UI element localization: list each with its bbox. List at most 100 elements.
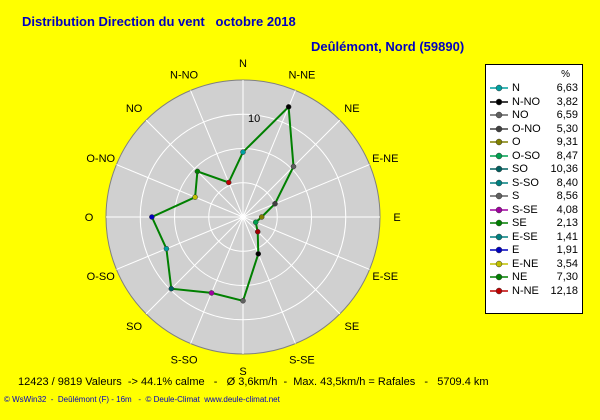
- legend-label: S-SO: [512, 176, 539, 189]
- legend-marker-icon: [490, 125, 508, 132]
- legend-value: 4,08: [556, 203, 578, 216]
- legend-value: 8,40: [556, 176, 578, 189]
- legend-marker-icon: [490, 192, 508, 200]
- legend-marker-icon: [490, 287, 508, 294]
- data-point-NE: [290, 163, 297, 170]
- legend-value: 9,31: [556, 136, 578, 148]
- legend-item: E-SE 1,41: [486, 231, 582, 244]
- legend-value: 1,41: [556, 230, 578, 243]
- legend-label: S-SE: [512, 203, 538, 216]
- legend-item: N 6,63: [486, 82, 582, 95]
- legend-marker-icon: [490, 111, 508, 119]
- data-point-E-NE: [272, 200, 278, 207]
- grid-spoke-N-NE: [242, 90, 296, 218]
- direction-label-E-NE: E-NE: [372, 153, 398, 165]
- legend-label: SO: [512, 163, 528, 175]
- data-point-O: [149, 214, 155, 220]
- legend-marker-icon: [490, 246, 508, 254]
- data-point-S-SE: [255, 251, 262, 257]
- direction-label-NE: NE: [344, 103, 359, 115]
- legend-marker-icon: [490, 179, 508, 186]
- grid-spoke-S-SO: [190, 216, 244, 344]
- legend-item: E-NE 3,54: [486, 258, 582, 271]
- stats-line: 12423 / 9819 Valeurs -> 44.1% calme - Ø …: [18, 376, 489, 388]
- legend-value: 6,59: [556, 109, 578, 121]
- legend-value: 8,56: [556, 190, 578, 202]
- data-point-N: [240, 149, 246, 155]
- radial-tick-label: 10: [248, 113, 260, 125]
- legend-marker-icon: [490, 138, 508, 146]
- direction-label-N-NE: N-NE: [288, 70, 315, 82]
- legend-item: SO 10,36: [486, 163, 582, 176]
- direction-label-S-SO: S-SO: [171, 354, 198, 366]
- legend-value: 3,54: [556, 257, 578, 270]
- data-point-O-SO: [163, 245, 170, 252]
- direction-label-O: O: [85, 212, 94, 224]
- legend-value: 6,63: [556, 82, 578, 94]
- direction-label-N: N: [239, 58, 247, 70]
- legend-label: NO: [512, 109, 529, 121]
- legend-label: O-NO: [512, 122, 541, 135]
- data-point-SE: [254, 228, 261, 235]
- data-point-NO: [194, 168, 201, 175]
- legend-label: N: [512, 82, 520, 94]
- legend-item: O 9,31: [486, 136, 582, 149]
- grid-spoke-SO: [145, 216, 244, 315]
- legend-value: 2,13: [556, 217, 578, 229]
- legend-marker-icon: [490, 219, 508, 227]
- legend-header: %: [561, 69, 570, 80]
- direction-label-E: E: [393, 212, 400, 224]
- legend-marker-icon: [490, 165, 508, 173]
- data-point-N-NO: [225, 179, 232, 186]
- legend-label: N-NE: [512, 284, 539, 297]
- direction-label-S-SE: S-SE: [289, 354, 315, 366]
- data-point-S: [240, 298, 246, 304]
- legend-marker-icon: [490, 206, 508, 213]
- direction-label-O-SO: O-SO: [87, 271, 116, 283]
- legend: % N 6,63 N-NO 3,82 NO 6,59 O-NO 5,30 O 9,31 O-SO 8,…: [485, 64, 583, 314]
- legend-label: N-NO: [512, 95, 541, 108]
- legend-item: N-NE 12,18: [486, 285, 582, 298]
- grid-spoke-NO: [145, 119, 244, 218]
- data-point-E: [258, 214, 265, 220]
- legend-label: E-SE: [512, 230, 538, 243]
- legend-label: E-NE: [512, 257, 539, 270]
- legend-value: 10,36: [550, 163, 578, 175]
- legend-label: NE: [512, 271, 528, 283]
- legend-label: O: [512, 136, 521, 148]
- legend-marker-icon: [490, 233, 508, 240]
- chart-title: Distribution Direction du vent octobre 2…: [22, 14, 296, 29]
- legend-item: SE 2,13: [486, 217, 582, 230]
- data-point-E-SE: [252, 219, 259, 226]
- grid-spoke-E-SE: [242, 216, 370, 270]
- direction-label-N-NO: N-NO: [170, 70, 199, 82]
- legend-value: 3,82: [556, 95, 578, 108]
- direction-label-E-SE: E-SE: [372, 271, 398, 283]
- direction-label-S: S: [239, 366, 246, 378]
- legend-value: 1,91: [556, 244, 578, 256]
- data-point-S-SO: [208, 290, 215, 296]
- legend-item: NO 6,59: [486, 109, 582, 122]
- data-point-SO: [168, 285, 175, 292]
- grid-spoke-S-SE: [242, 216, 296, 344]
- footer-credits: © WsWin32 - Deûlémont (F) - 16m - © Deul…: [4, 395, 280, 404]
- legend-value: 5,30: [556, 122, 578, 135]
- legend-value: 12,18: [550, 284, 578, 297]
- legend-value: 8,47: [556, 149, 578, 162]
- grid-spoke-O-NO: [116, 164, 244, 218]
- legend-marker-icon: [490, 273, 508, 281]
- legend-label: O-SO: [512, 149, 541, 162]
- wind-rose-chart: 10 N N-NE NE E-NE E E-SE SE S-SE S S-SO SO O-SO O O-NO…: [85, 58, 401, 378]
- legend-marker-icon: [490, 260, 508, 267]
- legend-label: S: [512, 190, 520, 202]
- legend-item: O-NO 5,30: [486, 123, 582, 136]
- legend-value: 7,30: [556, 271, 578, 283]
- legend-item: E 1,91: [486, 244, 582, 257]
- direction-label-NO: NO: [126, 103, 143, 115]
- location-label: Deûlémont, Nord (59890): [311, 39, 465, 54]
- legend-item: O-SO 8,47: [486, 150, 582, 163]
- legend-label: E: [512, 244, 520, 256]
- legend-label: SE: [512, 217, 527, 229]
- direction-label-O-NO: O-NO: [86, 153, 115, 165]
- data-point-N-NE: [285, 104, 292, 110]
